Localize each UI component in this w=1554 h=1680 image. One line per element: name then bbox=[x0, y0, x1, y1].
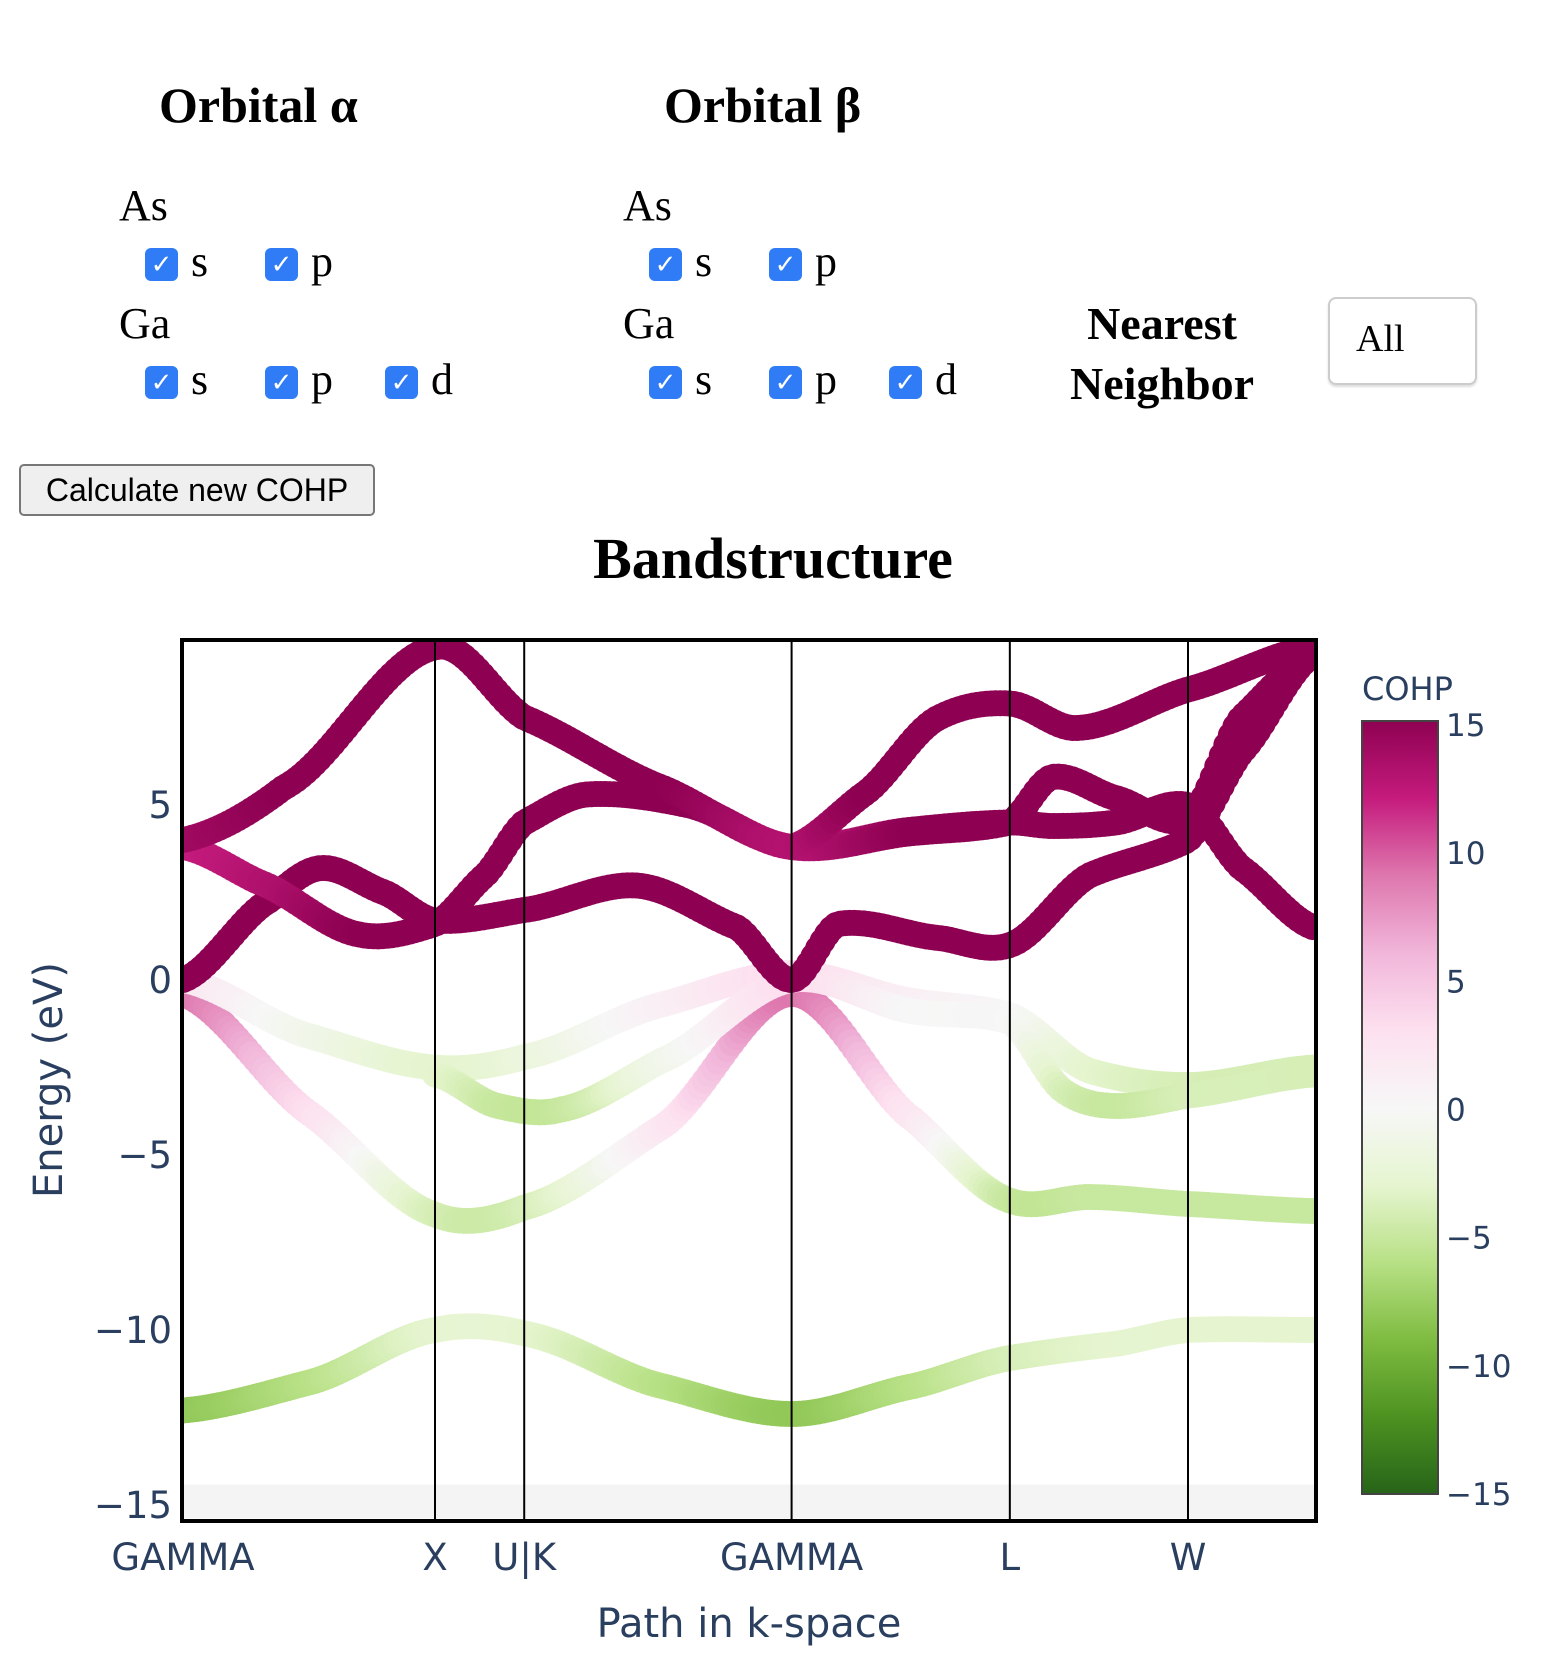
x-tick-label: GAMMA bbox=[720, 1536, 863, 1579]
beta-ga-d-label: d bbox=[935, 355, 957, 404]
nearest-neighbor-line1: Nearest bbox=[1087, 298, 1237, 349]
beta-as-s-checkbox[interactable]: ✓ bbox=[649, 248, 682, 281]
x-tick-label: GAMMA bbox=[111, 1536, 254, 1579]
x-tick-label: L bbox=[1000, 1536, 1021, 1579]
alpha-ga-p-checkbox[interactable]: ✓ bbox=[265, 366, 298, 399]
x-tick-label: W bbox=[1170, 1536, 1207, 1579]
band-0-marker bbox=[1295, 1484, 1314, 1519]
x-tick-labels: GAMMA X U|K GAMMA L W bbox=[111, 1536, 1206, 1579]
high-symmetry-lines bbox=[434, 641, 1189, 1519]
beta-as-p-label: p bbox=[815, 237, 837, 286]
y-tick-label: −5 bbox=[117, 1134, 172, 1177]
calculate-cohp-button[interactable]: Calculate new COHP bbox=[19, 464, 375, 516]
colorbar-tick-label: 15 bbox=[1446, 708, 1485, 744]
band-1-marker bbox=[1299, 1317, 1314, 1343]
band-markers bbox=[183, 641, 1314, 1519]
beta-ga-s-checkbox[interactable]: ✓ bbox=[649, 366, 682, 399]
colorbar-tick-label: 0 bbox=[1446, 1093, 1466, 1129]
y-axis-label: Energy (eV) bbox=[26, 962, 72, 1198]
x-axis-label: Path in k-space bbox=[597, 1601, 902, 1647]
band-2-marker bbox=[1299, 1197, 1314, 1224]
beta-as-s-label: s bbox=[695, 237, 713, 286]
orbital-beta-heading: Orbital β bbox=[664, 77, 862, 133]
colorbar bbox=[1361, 720, 1439, 1495]
colorbar-tick-labels: 15 10 5 0 −5 −10 −15 bbox=[1446, 708, 1511, 1513]
y-tick-label: 0 bbox=[148, 959, 172, 1002]
band-8-marker bbox=[1300, 641, 1314, 661]
alpha-ga-s-label: s bbox=[191, 355, 209, 404]
colorbar-title: COHP bbox=[1362, 670, 1453, 708]
x-tick-label: X bbox=[422, 1536, 447, 1579]
y-tick-label: −15 bbox=[94, 1484, 172, 1527]
alpha-ga-d-checkbox[interactable]: ✓ bbox=[385, 366, 418, 399]
colorbar-tick-label: −10 bbox=[1446, 1349, 1511, 1385]
alpha-as-s-checkbox[interactable]: ✓ bbox=[145, 248, 178, 281]
plot-frame bbox=[180, 638, 1318, 1523]
band-6-marker bbox=[1299, 913, 1314, 940]
nearest-neighbor-select[interactable]: All bbox=[1328, 297, 1477, 385]
y-tick-label: 5 bbox=[148, 784, 172, 827]
nearest-neighbor-line2: Neighbor bbox=[1070, 358, 1254, 409]
alpha-ga-s-checkbox[interactable]: ✓ bbox=[145, 366, 178, 399]
beta-ga-d-checkbox[interactable]: ✓ bbox=[889, 366, 922, 399]
alpha-as-label: As bbox=[119, 181, 168, 230]
y-tick-label: −10 bbox=[94, 1309, 172, 1352]
orbital-alpha-heading: Orbital α bbox=[159, 77, 358, 133]
alpha-as-s-label: s bbox=[191, 237, 209, 286]
beta-ga-p-label: p bbox=[815, 355, 837, 404]
alpha-as-p-checkbox[interactable]: ✓ bbox=[265, 248, 298, 281]
x-tick-label: U|K bbox=[492, 1536, 558, 1579]
band-4-marker bbox=[1297, 1061, 1314, 1088]
colorbar-tick-label: −15 bbox=[1446, 1477, 1511, 1513]
beta-ga-label: Ga bbox=[623, 299, 675, 348]
alpha-ga-label: Ga bbox=[119, 299, 171, 348]
beta-as-label: As bbox=[623, 181, 672, 230]
alpha-ga-p-label: p bbox=[311, 355, 333, 404]
y-tick-labels: 5 0 −5 −10 −15 bbox=[94, 784, 172, 1527]
beta-as-p-checkbox[interactable]: ✓ bbox=[769, 248, 802, 281]
colorbar-tick-label: 5 bbox=[1446, 964, 1466, 1000]
beta-ga-s-label: s bbox=[695, 355, 713, 404]
beta-ga-p-checkbox[interactable]: ✓ bbox=[769, 366, 802, 399]
nearest-neighbor-label: Nearest Neighbor bbox=[1042, 294, 1282, 414]
chart-title: Bandstructure bbox=[593, 526, 953, 591]
colorbar-tick-label: 10 bbox=[1446, 836, 1485, 872]
alpha-as-p-label: p bbox=[311, 237, 333, 286]
alpha-ga-d-label: d bbox=[431, 355, 453, 404]
colorbar-tick-label: −5 bbox=[1446, 1221, 1492, 1257]
